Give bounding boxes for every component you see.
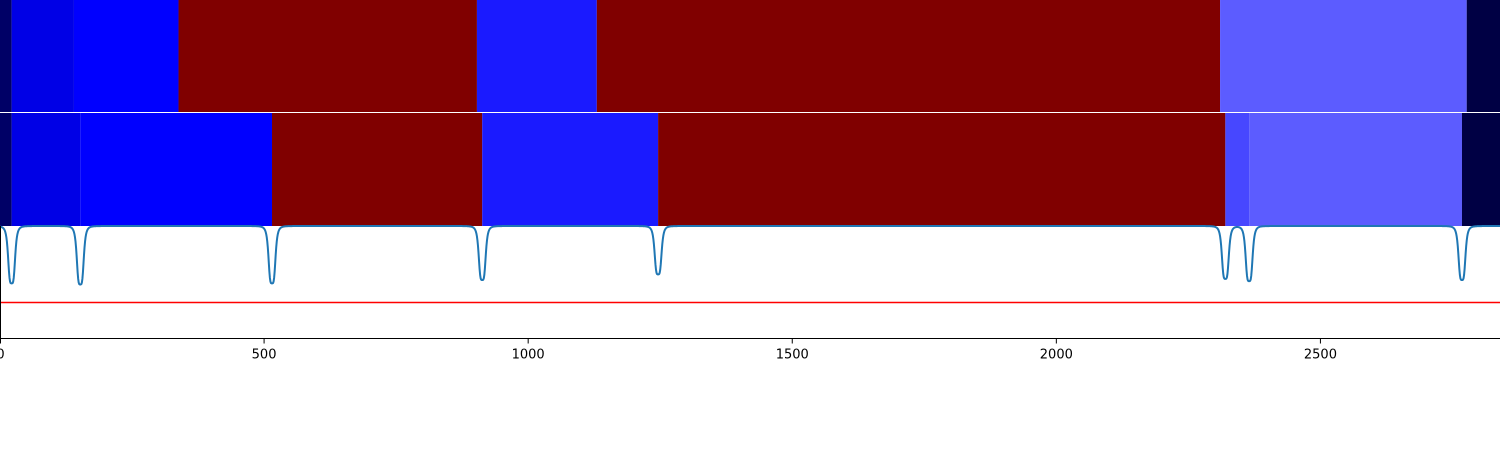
x-tick-label: 2000 — [1040, 348, 1073, 363]
heatmap-segment — [1461, 113, 1500, 226]
x-tick-label: 1000 — [512, 348, 545, 363]
heatmap-segment — [1466, 0, 1500, 112]
x-tick-label: 500 — [252, 348, 277, 363]
heatmap-segment — [1220, 0, 1467, 112]
heatmap-segment — [0, 113, 12, 226]
heatmap-segment — [596, 0, 1221, 112]
x-axis-ticks: 0 500 1000 1500 2000 2500 — [0, 338, 1337, 363]
series-line — [0, 225, 1500, 286]
heatmap-segment — [11, 0, 74, 112]
heatmap-strip-middle — [0, 113, 1500, 226]
x-tick-label: 2500 — [1304, 348, 1337, 363]
line-plot: 0 500 1000 1500 2000 2500 — [0, 225, 1500, 363]
heatmap-segment — [178, 0, 477, 112]
x-tick-label: 0 — [0, 348, 5, 363]
heatmap-segment — [80, 113, 273, 226]
line-plot-frame — [0, 226, 1500, 339]
heatmap-segment — [1249, 113, 1462, 226]
heatmap-segment — [476, 0, 597, 112]
heatmap-segment — [482, 113, 659, 226]
heatmap-segment — [0, 0, 12, 112]
x-tick-label: 1500 — [776, 348, 809, 363]
heatmap-segment — [272, 113, 483, 226]
heatmap-segment — [1225, 113, 1250, 226]
heatmap-segment — [73, 0, 179, 112]
series-group — [0, 225, 1500, 286]
heatmap-segment — [658, 113, 1226, 226]
heatmap-strip-top — [0, 0, 1500, 112]
heatmap-segment — [11, 113, 81, 226]
